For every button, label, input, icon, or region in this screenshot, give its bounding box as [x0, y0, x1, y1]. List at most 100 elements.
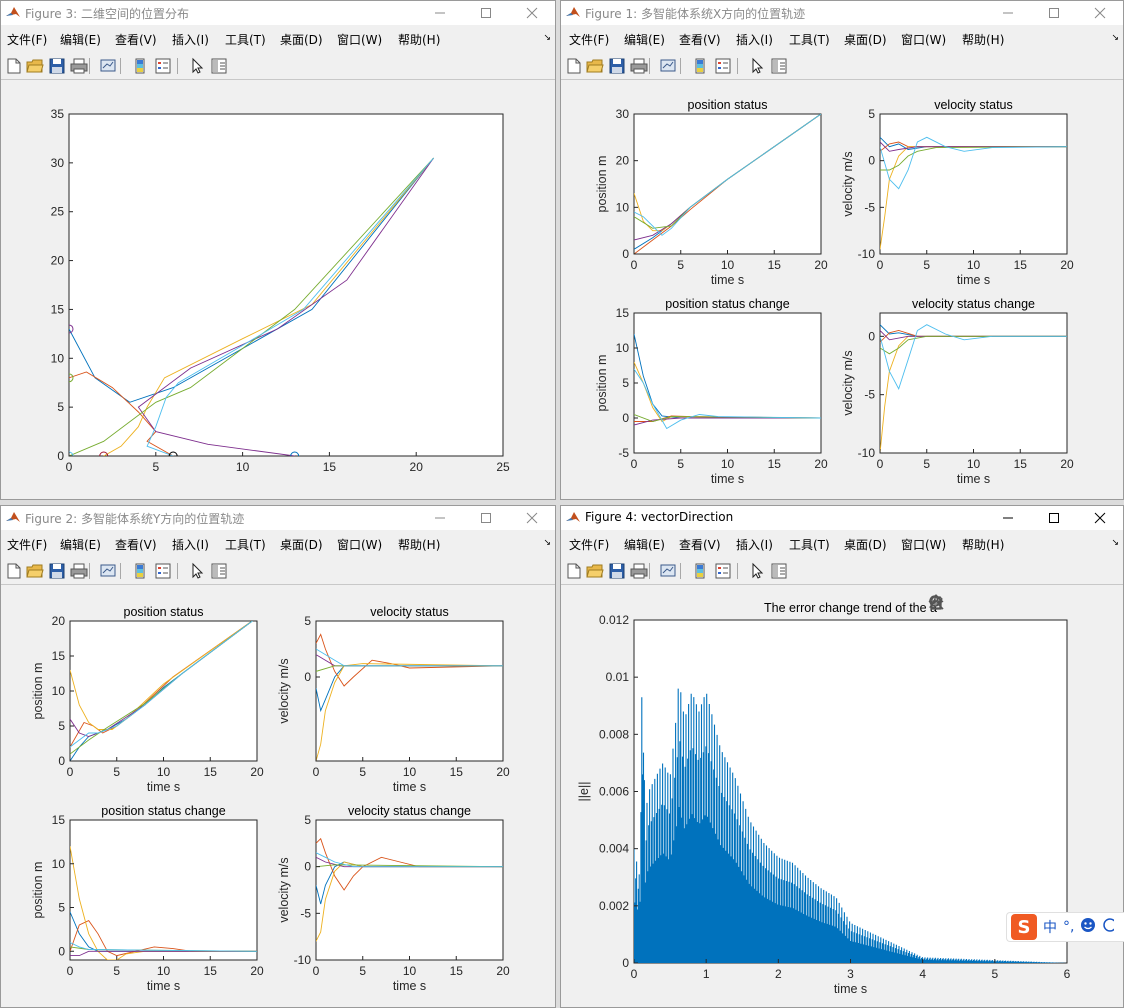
minimize-icon[interactable]: [417, 1, 463, 25]
insert-colorbar-icon[interactable]: [131, 57, 149, 75]
insert-colorbar-icon[interactable]: [691, 562, 709, 580]
menu-view[interactable]: 查看(V): [115, 538, 157, 552]
ime-more-icon[interactable]: [1102, 917, 1118, 937]
menu-edit[interactable]: 编辑(E): [624, 33, 665, 47]
insert-legend-icon[interactable]: [714, 57, 732, 75]
property-editor-icon[interactable]: [770, 57, 788, 75]
new-figure-icon[interactable]: [5, 562, 23, 580]
save-icon[interactable]: [608, 57, 626, 75]
save-icon[interactable]: [48, 562, 66, 580]
menu-help[interactable]: 帮助(H): [398, 33, 441, 47]
menu-overflow-icon[interactable]: ↘: [543, 33, 551, 43]
sogou-logo-icon[interactable]: S: [1011, 914, 1037, 940]
print-icon[interactable]: [630, 57, 648, 75]
menu-help[interactable]: 帮助(H): [398, 538, 441, 552]
menu-window[interactable]: 窗口(W): [337, 33, 383, 47]
link-plot-icon[interactable]: [659, 562, 677, 580]
save-icon[interactable]: [48, 57, 66, 75]
menu-file[interactable]: 文件(F): [569, 33, 610, 47]
property-editor-icon[interactable]: [210, 57, 228, 75]
select-arrow-icon[interactable]: [748, 57, 766, 75]
new-figure-icon[interactable]: [5, 57, 23, 75]
maximize-icon[interactable]: [463, 506, 509, 530]
minimize-icon[interactable]: [985, 1, 1031, 25]
menu-window[interactable]: 窗口(W): [901, 33, 947, 47]
new-figure-icon[interactable]: [565, 562, 583, 580]
menu-edit[interactable]: 编辑(E): [60, 33, 101, 47]
zoom-in-icon[interactable]: [929, 593, 1030, 611]
open-file-icon[interactable]: [26, 57, 44, 75]
menu-desktop[interactable]: 桌面(D): [844, 538, 887, 552]
menu-file[interactable]: 文件(F): [7, 538, 48, 552]
menu-insert[interactable]: 插入(I): [736, 33, 773, 47]
menu-view[interactable]: 查看(V): [679, 33, 721, 47]
menu-desktop[interactable]: 桌面(D): [280, 538, 323, 552]
menu-overflow-icon[interactable]: ↘: [1111, 538, 1119, 548]
print-icon[interactable]: [70, 57, 88, 75]
insert-colorbar-icon[interactable]: [691, 57, 709, 75]
ime-emoji-icon[interactable]: [1080, 917, 1096, 937]
ime-punct-label[interactable]: °,: [1063, 919, 1075, 935]
link-plot-icon[interactable]: [659, 57, 677, 75]
menu-tools[interactable]: 工具(T): [225, 33, 266, 47]
menu-overflow-icon[interactable]: ↘: [1111, 33, 1119, 43]
title-bar[interactable]: Figure 2: 多智能体系统Y方向的位置轨迹: [1, 506, 555, 530]
zoom-out-icon[interactable]: [929, 593, 1051, 611]
open-file-icon[interactable]: [586, 57, 604, 75]
menu-tools[interactable]: 工具(T): [225, 538, 266, 552]
menu-file[interactable]: 文件(F): [7, 33, 48, 47]
insert-legend-icon[interactable]: [714, 562, 732, 580]
menu-tools[interactable]: 工具(T): [789, 538, 830, 552]
open-file-icon[interactable]: [26, 562, 44, 580]
ime-mode-label[interactable]: 中: [1043, 920, 1057, 936]
menu-edit[interactable]: 编辑(E): [624, 538, 665, 552]
maximize-icon[interactable]: [1031, 506, 1077, 530]
close-icon[interactable]: [1077, 1, 1123, 25]
menu-help[interactable]: 帮助(H): [962, 33, 1005, 47]
print-icon[interactable]: [70, 562, 88, 580]
menu-help[interactable]: 帮助(H): [962, 538, 1005, 552]
data-tips-icon[interactable]: [930, 593, 967, 611]
figure2-window[interactable]: Figure 2: 多智能体系统Y方向的位置轨迹 文件(F) 编辑(E) 查看(…: [0, 505, 556, 1008]
figure1-window[interactable]: Figure 1: 多智能体系统X方向的位置轨迹 文件(F) 编辑(E) 查看(…: [560, 0, 1124, 500]
property-editor-icon[interactable]: [770, 562, 788, 580]
title-bar[interactable]: Figure 3: 二维空间的位置分布: [1, 1, 555, 25]
title-bar[interactable]: Figure 1: 多智能体系统X方向的位置轨迹: [561, 1, 1123, 25]
menu-insert[interactable]: 插入(I): [736, 538, 773, 552]
menu-file[interactable]: 文件(F): [569, 538, 610, 552]
menu-desktop[interactable]: 桌面(D): [844, 33, 887, 47]
select-arrow-icon[interactable]: [748, 562, 766, 580]
menu-window[interactable]: 窗口(W): [337, 538, 383, 552]
minimize-icon[interactable]: [985, 506, 1031, 530]
link-plot-icon[interactable]: [99, 57, 117, 75]
print-icon[interactable]: [630, 562, 648, 580]
open-file-icon[interactable]: [586, 562, 604, 580]
menu-overflow-icon[interactable]: ↘: [543, 538, 551, 548]
title-bar[interactable]: Figure 4: vectorDirection: [561, 506, 1123, 530]
insert-legend-icon[interactable]: [154, 57, 172, 75]
select-arrow-icon[interactable]: [188, 562, 206, 580]
menu-insert[interactable]: 插入(I): [172, 33, 209, 47]
close-icon[interactable]: [509, 1, 555, 25]
save-icon[interactable]: [608, 562, 626, 580]
maximize-icon[interactable]: [1031, 1, 1077, 25]
insert-legend-icon[interactable]: [154, 562, 172, 580]
insert-colorbar-icon[interactable]: [131, 562, 149, 580]
menu-edit[interactable]: 编辑(E): [60, 538, 101, 552]
new-figure-icon[interactable]: [565, 57, 583, 75]
close-icon[interactable]: [1077, 506, 1123, 530]
close-icon[interactable]: [509, 506, 555, 530]
ime-toolbar[interactable]: S 中 °,: [1006, 912, 1124, 942]
menu-window[interactable]: 窗口(W): [901, 538, 947, 552]
pan-icon[interactable]: [930, 593, 1009, 611]
home-icon[interactable]: [928, 593, 1072, 611]
select-arrow-icon[interactable]: [188, 57, 206, 75]
maximize-icon[interactable]: [463, 1, 509, 25]
menu-view[interactable]: 查看(V): [115, 33, 157, 47]
minimize-icon[interactable]: [417, 506, 463, 530]
figure3-window[interactable]: Figure 3: 二维空间的位置分布 文件(F) 编辑(E) 查看(V) 插入…: [0, 0, 556, 500]
menu-view[interactable]: 查看(V): [679, 538, 721, 552]
menu-insert[interactable]: 插入(I): [172, 538, 209, 552]
menu-tools[interactable]: 工具(T): [789, 33, 830, 47]
property-editor-icon[interactable]: [210, 562, 228, 580]
